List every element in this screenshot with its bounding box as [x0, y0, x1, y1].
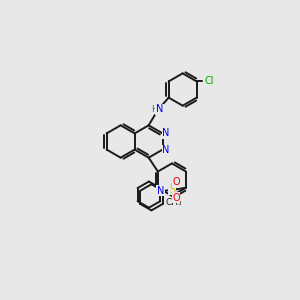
Text: N: N — [156, 104, 163, 114]
Text: N: N — [162, 128, 169, 138]
Text: S: S — [169, 185, 175, 195]
Text: Cl: Cl — [204, 76, 214, 86]
Text: N: N — [157, 186, 164, 196]
Text: N: N — [162, 145, 169, 155]
Text: H: H — [151, 105, 158, 114]
Text: O: O — [172, 193, 180, 203]
Text: O: O — [172, 177, 180, 187]
Text: CH₃: CH₃ — [165, 198, 182, 207]
